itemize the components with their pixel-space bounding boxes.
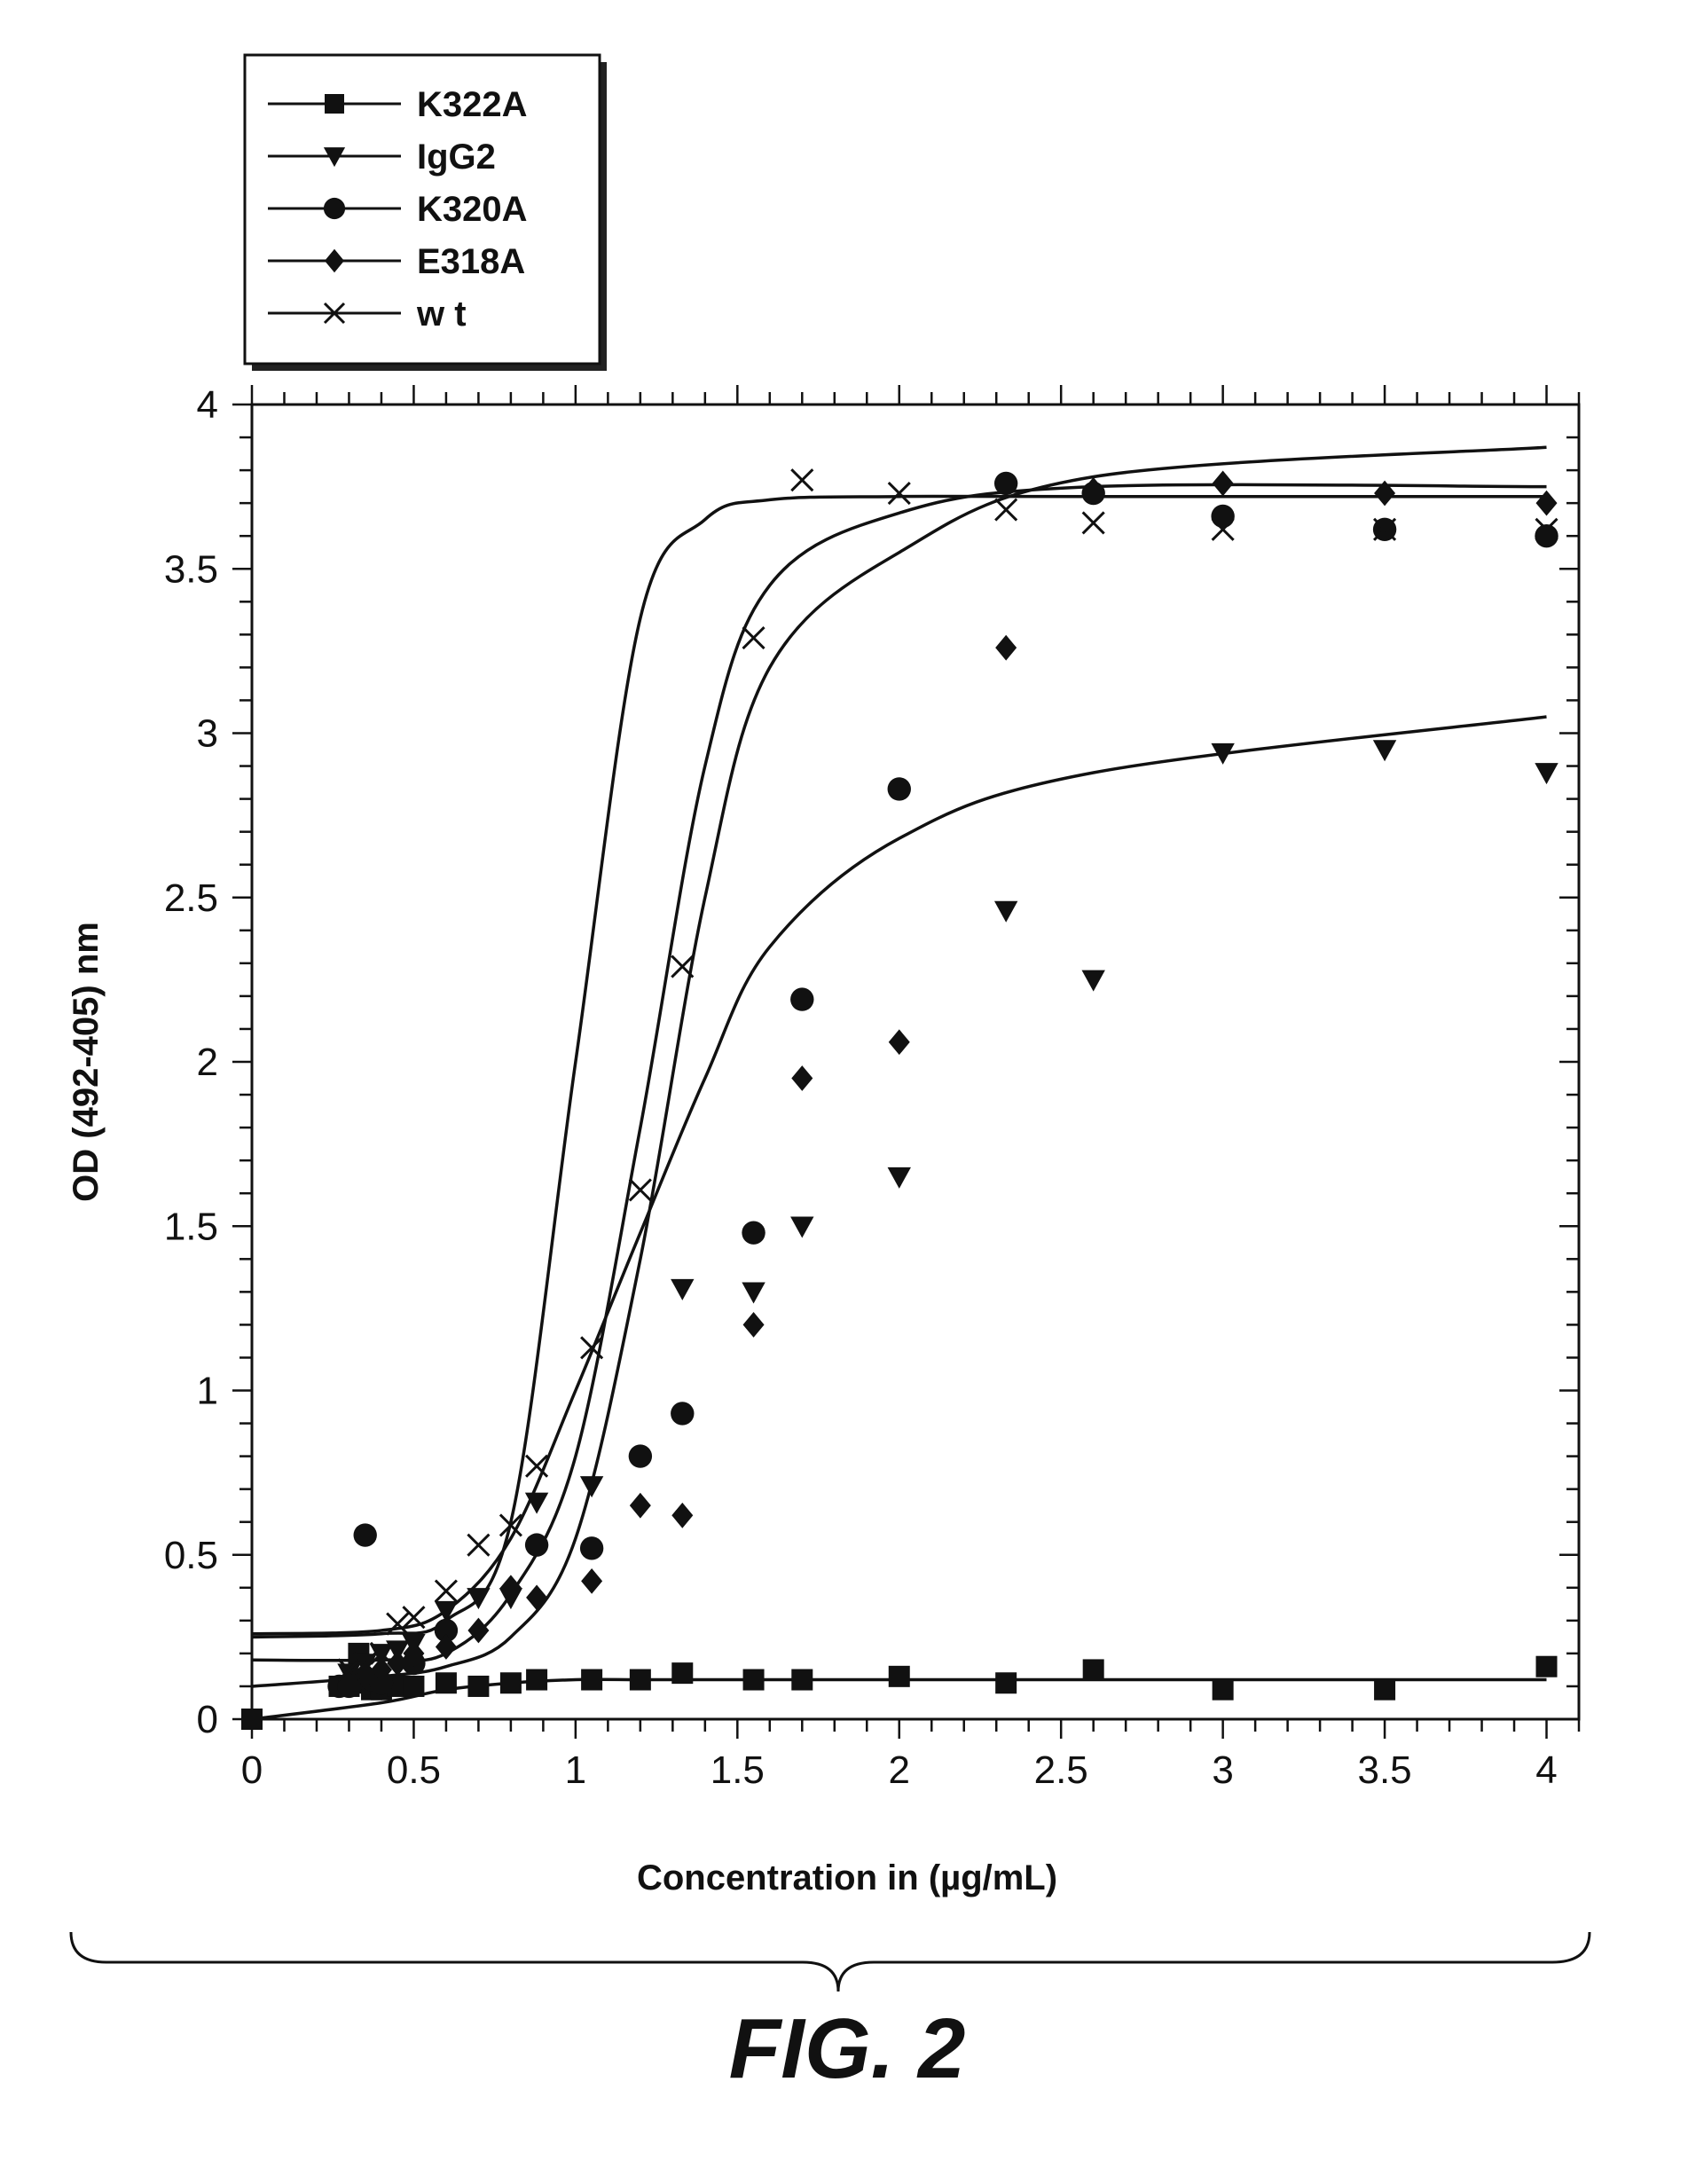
point-e318a (1536, 491, 1558, 516)
x-tick-label: 3.5 (1357, 1748, 1411, 1792)
point-wt (791, 469, 813, 491)
point-igg2 (742, 1283, 765, 1304)
y-tick-label: 2.5 (164, 876, 218, 920)
point-k320a (1211, 505, 1234, 528)
point-k320a (994, 472, 1017, 495)
x-tick-label: 1.5 (711, 1748, 765, 1792)
point-k320a (671, 1402, 694, 1425)
fit-curve-wt (252, 496, 1547, 1637)
y-tick-label: 3.5 (164, 547, 218, 591)
point-k320a (790, 987, 813, 1010)
legend-label-igg2: IgG2 (417, 137, 496, 177)
point-wt (995, 499, 1017, 521)
point-e318a (581, 1568, 602, 1594)
point-igg2 (580, 1476, 603, 1497)
point-e318a (995, 635, 1017, 661)
point-e318a (1213, 471, 1234, 497)
point-wt (743, 627, 765, 648)
point-igg2 (790, 1216, 813, 1237)
x-axis-title: Concentration in (µg/mL) (637, 1858, 1057, 1897)
point-k322a (581, 1669, 602, 1691)
point-e318a (671, 1503, 693, 1528)
data-points (241, 469, 1558, 1730)
point-k322a (1374, 1679, 1395, 1701)
point-e318a (526, 1585, 547, 1611)
point-e318a (630, 1493, 651, 1519)
y-tick-label: 1 (197, 1370, 218, 1413)
figure-brace (71, 1932, 1590, 1992)
point-k322a (500, 1672, 522, 1693)
legend-label-e318a: E318A (417, 242, 525, 281)
point-wt (630, 1179, 651, 1200)
point-igg2 (994, 901, 1017, 923)
y-tick-label: 1.5 (164, 1205, 218, 1248)
point-k320a (354, 1523, 377, 1546)
point-k322a (1213, 1679, 1234, 1701)
plot-area (232, 385, 1579, 1739)
point-k320a (580, 1536, 603, 1559)
point-k320a (629, 1444, 652, 1467)
legend-marker-k322a (325, 94, 344, 114)
point-k320a (525, 1533, 548, 1556)
x-tick-label: 1 (565, 1748, 586, 1792)
point-k322a (889, 1666, 910, 1687)
point-e318a (743, 1312, 765, 1338)
point-wt (436, 1581, 457, 1602)
point-e318a (500, 1575, 522, 1600)
fit-curve-k320a (252, 484, 1547, 1660)
point-igg2 (1081, 970, 1104, 992)
point-k322a (630, 1669, 651, 1691)
point-wt (889, 483, 910, 504)
figure-caption: FIG. 2 (729, 2001, 966, 2096)
point-k322a (526, 1669, 547, 1691)
x-tick-label: 0.5 (387, 1748, 441, 1792)
point-k322a (467, 1676, 489, 1697)
x-tick-label: 0 (241, 1748, 263, 1792)
point-igg2 (671, 1279, 694, 1300)
point-k322a (743, 1669, 765, 1691)
point-igg2 (1373, 740, 1396, 761)
y-tick-label: 0 (197, 1698, 218, 1741)
y-tick-label: 3 (197, 712, 218, 756)
y-tick-labels: 0 0.5 1 1.5 2 2.5 3 3.5 4 (164, 383, 218, 1741)
legend-marker-k320a (324, 198, 345, 219)
fit-curves (252, 447, 1547, 1719)
point-e318a (791, 1065, 813, 1091)
legend-label-k322a: K322A (417, 85, 528, 124)
legend-label-wt: w t (416, 295, 467, 334)
point-wt (671, 956, 693, 978)
point-e318a (889, 1029, 910, 1055)
point-k320a (888, 777, 911, 800)
point-k322a (436, 1672, 457, 1693)
axis-ticks (232, 385, 1579, 1739)
point-k322a (1536, 1656, 1558, 1677)
point-k322a (671, 1662, 693, 1684)
legend: K322A IgG2 K320A E318A w t (245, 55, 607, 371)
fit-curve-e318a (252, 447, 1547, 1686)
y-axis-title: OD (492-405) nm (67, 922, 106, 1202)
plot-frame (252, 405, 1579, 1719)
legend-label-k320a: K320A (417, 190, 528, 229)
x-tick-label: 2.5 (1034, 1748, 1088, 1792)
point-igg2 (888, 1167, 911, 1189)
point-k322a (1083, 1659, 1104, 1680)
x-tick-label: 2 (889, 1748, 910, 1792)
x-tick-label: 3 (1212, 1748, 1233, 1792)
point-k320a (742, 1221, 765, 1244)
point-k322a (791, 1669, 813, 1691)
point-k322a (995, 1672, 1017, 1693)
y-tick-label: 2 (197, 1041, 218, 1084)
point-wt (1083, 512, 1104, 533)
point-igg2 (1535, 763, 1558, 784)
x-tick-labels: 0 0.5 1 1.5 2 2.5 3 3.5 4 (241, 1748, 1558, 1792)
point-k322a (403, 1676, 424, 1697)
point-k322a (241, 1709, 263, 1730)
point-wt (467, 1535, 489, 1556)
y-tick-label: 4 (197, 383, 218, 427)
x-tick-label: 4 (1535, 1748, 1557, 1792)
y-tick-label: 0.5 (164, 1534, 218, 1577)
point-wt (387, 1614, 408, 1635)
